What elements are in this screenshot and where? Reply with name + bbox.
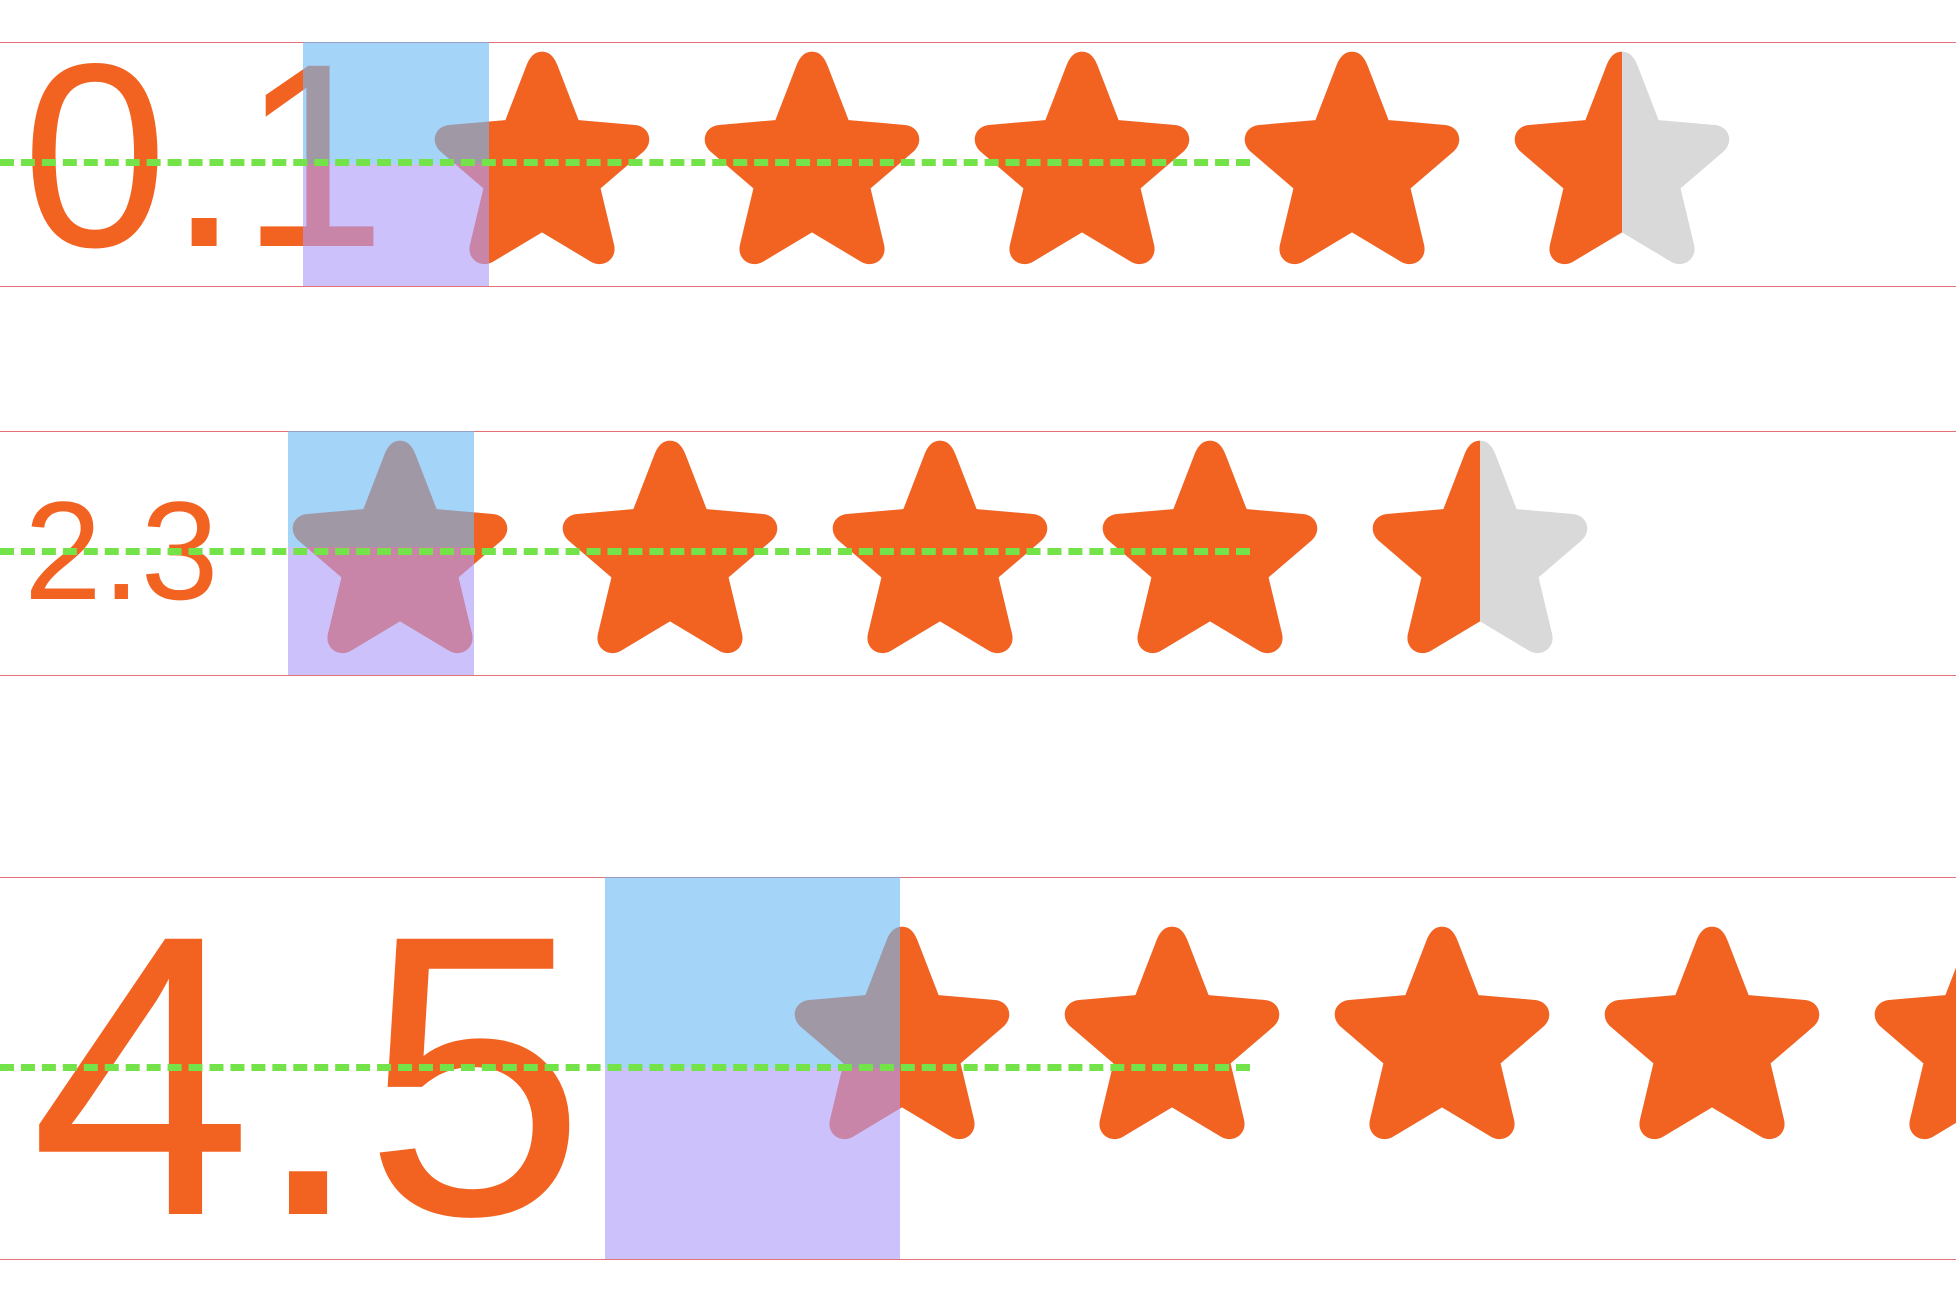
rating-row-small-text: 2.3 [0, 431, 1956, 675]
row-bottom-bound [0, 286, 1956, 287]
star-icon [1500, 42, 1744, 286]
row-top-bound [0, 42, 1956, 43]
row-bottom-bound [0, 1259, 1956, 1260]
star-icon [1088, 431, 1332, 675]
overlay-descent-region [288, 547, 474, 675]
baseline-guide [0, 159, 1250, 166]
star-icon [548, 431, 792, 675]
row-top-bound [0, 877, 1956, 878]
star-icon [1320, 917, 1564, 1161]
rating-row-small-stars: 0.1 [0, 25, 1956, 287]
star-icon [1860, 917, 1956, 1161]
star-icon [1230, 42, 1474, 286]
baseline-guide [0, 548, 1250, 555]
star-icon [1590, 917, 1834, 1161]
star-icon [1050, 917, 1294, 1161]
baseline-guide [0, 1064, 1250, 1071]
overlay-ascent-region [288, 431, 474, 547]
star-icon [690, 42, 934, 286]
rating-value: 4.5 [30, 852, 587, 1298]
star-icon [960, 42, 1204, 286]
star-icon [1358, 431, 1602, 675]
overlay-ascent-region [303, 42, 489, 164]
overlay-ascent-region [605, 877, 900, 1068]
overlay-descent-region [605, 1068, 900, 1259]
star-icon [818, 431, 1062, 675]
rating-row-large-text: 4.5 [0, 876, 1956, 1276]
row-bottom-bound [0, 675, 1956, 676]
overlay-descent-region [303, 164, 489, 286]
row-top-bound [0, 431, 1956, 432]
